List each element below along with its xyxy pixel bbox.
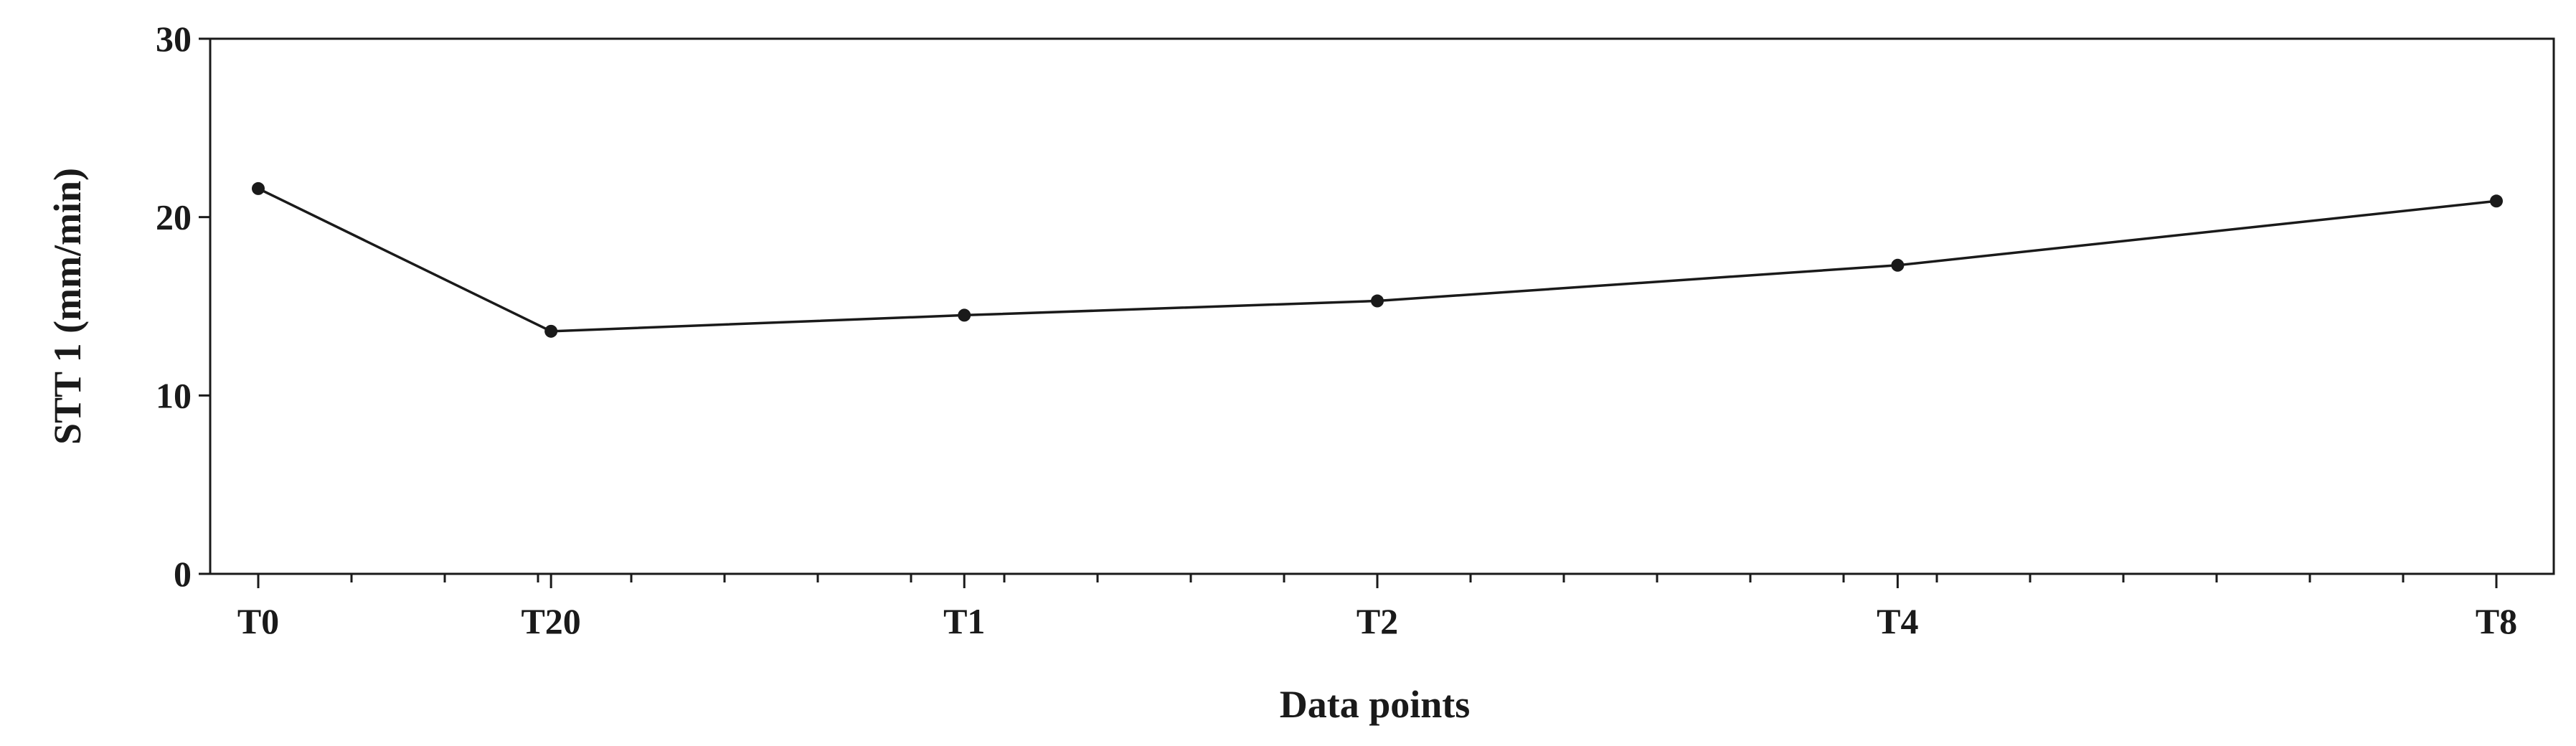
x-tick-label: T4 — [1877, 601, 1918, 641]
x-tick-label: T0 — [237, 601, 279, 641]
y-tick-label: 30 — [156, 19, 192, 59]
data-point — [958, 308, 971, 322]
y-tick-label: 0 — [174, 554, 192, 594]
data-point — [1891, 258, 1905, 272]
x-tick-label: T1 — [943, 601, 985, 641]
x-tick-label: T2 — [1357, 601, 1398, 641]
series-line — [258, 187, 2497, 333]
data-point — [544, 324, 558, 338]
axes: 0 10 20 30 T0 T20 T1 T2 T4 T8 — [156, 19, 2555, 641]
y-tick-label: 10 — [156, 375, 192, 415]
x-axis-title: Data points — [1280, 683, 1471, 726]
y-tick-label: 20 — [156, 197, 192, 237]
plot-frame — [209, 37, 2555, 575]
data-point — [2490, 194, 2503, 208]
data-point — [1371, 294, 1384, 308]
data-point — [252, 181, 265, 195]
series-stt1 — [252, 181, 2503, 338]
y-axis-title: STT 1 (mm/min) — [46, 168, 89, 445]
x-tick-label: T20 — [521, 601, 580, 641]
x-tick-label: T8 — [2476, 601, 2517, 641]
